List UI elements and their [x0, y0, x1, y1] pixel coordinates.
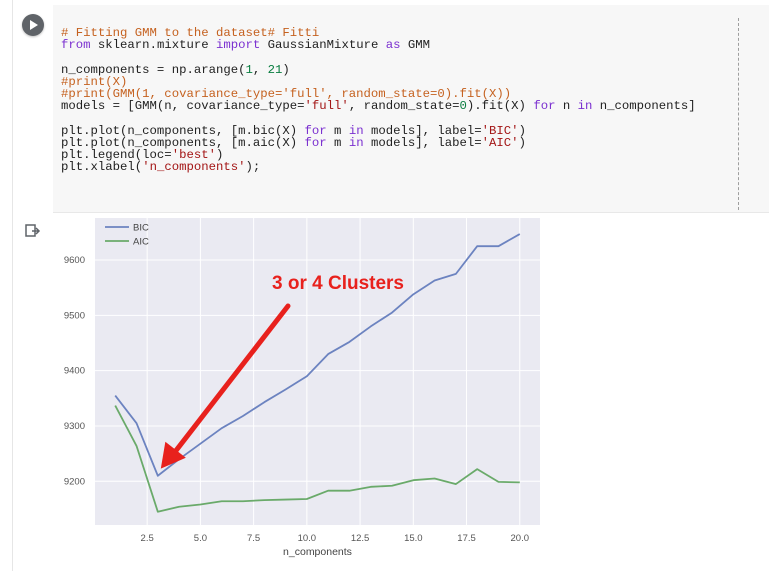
code-token: m — [326, 123, 349, 138]
code-token: in — [577, 99, 593, 114]
code-token: 'n_components' — [142, 160, 246, 175]
run-cell-button[interactable] — [22, 14, 44, 36]
plot-area — [95, 218, 540, 525]
code-line: #print(GMM(1, covariance_type='full', ra… — [61, 88, 696, 100]
code-token: GaussianMixture — [260, 38, 386, 53]
code-token: for — [304, 123, 327, 138]
code-token: ) — [518, 123, 526, 138]
code-editor[interactable]: # Fitting GMM to the dataset# Fitti from … — [53, 5, 769, 213]
code-token: GMM — [400, 38, 431, 53]
code-token: in — [348, 123, 364, 138]
plot-output: 2.5 5.0 7.5 10.0 12.5 15.0 17.5 20.0 9200 9300 940… — [50, 218, 550, 563]
code-token: n_components = np.arange( — [61, 62, 246, 77]
code-token: , — [252, 62, 268, 77]
annotation-arrow-head — [160, 441, 186, 469]
code-token: 1 — [245, 62, 253, 77]
y-tick-label: 9600 — [64, 255, 85, 266]
ruler-line — [738, 18, 739, 210]
legend-label-aic: AIC — [133, 237, 149, 248]
code-token: models], label= — [363, 123, 482, 138]
output-redirect-icon[interactable] — [25, 224, 41, 238]
code-line: plt.xlabel('n_components'); — [61, 161, 696, 173]
code-line: n_components = np.arange(1, 21) — [61, 62, 696, 77]
x-tick-label: 5.0 — [194, 533, 207, 544]
code-token: import — [215, 38, 261, 53]
series-line-aic — [114, 405, 520, 513]
code-text[interactable]: # Fitting GMM to the dataset# Fitti from … — [61, 27, 696, 173]
code-token: as — [385, 38, 401, 53]
code-token: models = [GMM(n, covariance_type= — [61, 99, 305, 114]
code-token: 'full' — [304, 99, 349, 114]
code-token: n — [555, 99, 578, 114]
code-line: plt.plot(n_components, [m.aic(X) for m i… — [61, 137, 696, 149]
code-token: ).fit(X) — [466, 99, 534, 114]
code-token: ); — [245, 160, 261, 175]
code-token: 0 — [459, 99, 467, 114]
code-token: for — [533, 99, 556, 114]
legend-label-bic: BIC — [133, 223, 149, 234]
code-token: #print(GMM(1, covariance_type='full', ra… — [61, 86, 512, 101]
x-tick-label: 17.5 — [457, 533, 476, 544]
code-token: ) — [518, 135, 526, 150]
code-line: # Fitting GMM to the dataset# Fitti — [61, 27, 696, 39]
annotation-arrow-shaft — [170, 303, 291, 458]
code-token: models], label= — [363, 135, 482, 150]
code-token: plt.plot(n_components, [m.bic(X) — [61, 123, 305, 138]
code-token: plt.legend(loc= — [61, 147, 172, 162]
line-chart: 2.5 5.0 7.5 10.0 12.5 15.0 17.5 20.0 9200 9300 940… — [64, 218, 540, 558]
x-tick-label: 12.5 — [351, 533, 370, 544]
y-tick-label: 9300 — [64, 421, 85, 432]
code-token: from — [61, 38, 91, 53]
code-token: m — [326, 135, 349, 150]
code-token: in — [348, 135, 364, 150]
x-tick-label: 2.5 — [141, 533, 154, 544]
code-token: 'AIC' — [481, 135, 519, 150]
code-token: , random_state= — [348, 99, 460, 114]
x-tick-label: 15.0 — [404, 533, 423, 544]
cell-gutter-line — [12, 0, 13, 571]
annotation-text: 3 or 4 Clusters — [272, 273, 404, 294]
code-token: plt.xlabel( — [61, 160, 143, 175]
x-tick-label: 7.5 — [247, 533, 260, 544]
x-axis-label: n_components — [283, 546, 352, 558]
code-token: plt.plot(n_components, [m.aic(X) — [61, 135, 305, 150]
code-token: 'BIC' — [481, 123, 519, 138]
code-token: # Fitting GMM to the dataset# Fitti — [61, 26, 320, 40]
code-line: from sklearn.mixture import GaussianMixt… — [61, 39, 696, 51]
x-tick-label: 20.0 — [511, 533, 529, 544]
code-token: 21 — [267, 62, 283, 77]
code-line: #print(X) — [61, 76, 696, 88]
y-tick-label: 9500 — [64, 310, 85, 321]
code-line: plt.plot(n_components, [m.bic(X) for m i… — [61, 123, 696, 138]
y-tick-label: 9400 — [64, 366, 85, 377]
code-token: n_components] — [592, 99, 696, 114]
code-token: #print(X) — [61, 74, 128, 89]
code-token: 'best' — [171, 147, 216, 162]
code-line: plt.legend(loc='best') — [61, 149, 696, 161]
code-token: sklearn.mixture — [90, 38, 216, 53]
code-line: models = [GMM(n, covariance_type='full',… — [61, 100, 696, 112]
code-token: ) — [282, 62, 290, 77]
x-tick-label: 10.0 — [298, 533, 317, 544]
code-token: for — [304, 135, 327, 150]
y-tick-label: 9200 — [64, 476, 85, 487]
code-token: ) — [215, 147, 224, 162]
